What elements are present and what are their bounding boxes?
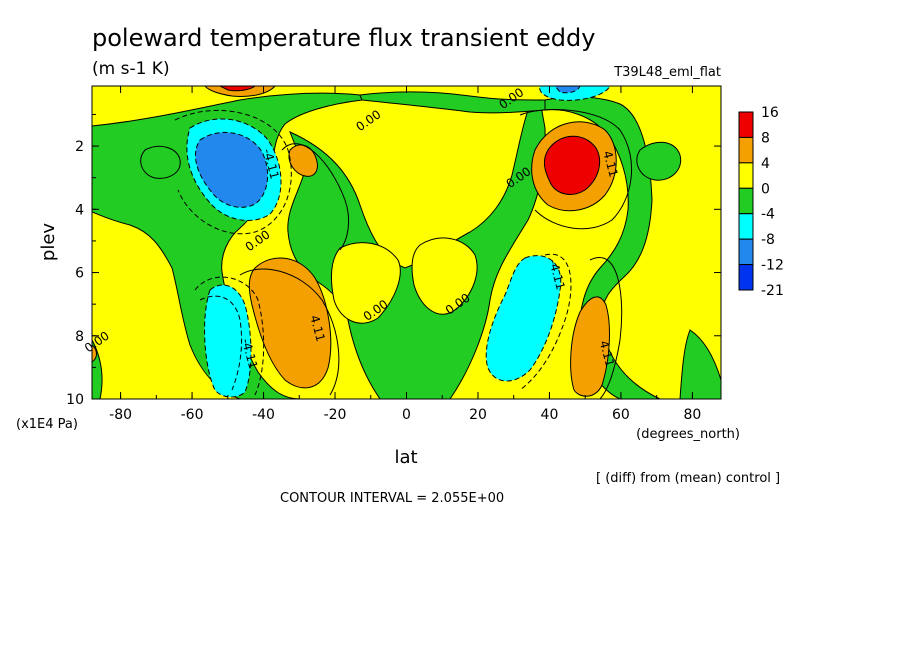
x-tick-label: -20 xyxy=(324,407,347,423)
colorbar-label: -4 xyxy=(761,207,775,223)
region-cyan-nh-lower xyxy=(485,255,562,382)
contour-interval-label: CONTOUR INTERVAL = 2.055E+00 xyxy=(280,491,504,506)
region-blue-sh xyxy=(195,131,269,208)
y-tick-label: 10 xyxy=(66,392,84,408)
contour-line-3 xyxy=(519,109,632,230)
colorbar-label: -12 xyxy=(761,258,784,274)
x-tick-label: 0 xyxy=(402,407,411,423)
region-green-small-1 xyxy=(140,145,181,179)
comparison-note: [ (diff) from (mean) control ] xyxy=(596,471,780,486)
x-tick-label: 40 xyxy=(541,407,559,423)
contour-label: 4.11 xyxy=(597,339,617,368)
colorbar-swatch xyxy=(738,187,754,215)
region-red-nh xyxy=(543,135,600,195)
contour-label: 4.11 xyxy=(600,149,620,178)
x-axis-label: lat xyxy=(394,447,417,468)
y-axis-units: (x1E4 Pa) xyxy=(16,417,78,432)
x-tick-label: 80 xyxy=(683,407,701,423)
colorbar-label: 4 xyxy=(761,156,770,172)
contour-line-1 xyxy=(239,268,340,396)
contour-line-2 xyxy=(281,143,350,251)
x-tick-label: -60 xyxy=(181,407,204,423)
colorbar-label: 8 xyxy=(761,130,770,146)
colorbar-swatch xyxy=(738,162,754,189)
x-tick-label: 20 xyxy=(469,407,487,423)
region-orange-sh-top xyxy=(204,86,276,97)
contour-line-6 xyxy=(194,276,265,396)
chart-units: (m s-1 K) xyxy=(92,59,170,79)
contour-line-4 xyxy=(589,257,623,399)
contour-label: 4.11 xyxy=(307,314,327,343)
colorbar-label: -8 xyxy=(761,232,775,248)
region-cyan-sh-lower xyxy=(204,284,252,398)
y-tick-label: 6 xyxy=(75,266,84,282)
y-tick-label: 2 xyxy=(75,139,84,155)
colorbar-swatch xyxy=(738,136,754,164)
y-axis-label: plev xyxy=(38,223,59,262)
chart-title: poleward temperature flux transient eddy xyxy=(92,24,595,52)
region-orange-nh-lower xyxy=(570,296,610,397)
x-axis: -80 -60 -40 -20 0 20 40 60 80 xyxy=(109,86,701,423)
colorbar-swatch xyxy=(738,264,754,291)
colorbar-label: 16 xyxy=(761,105,779,121)
y-axis: 2 4 6 8 10 xyxy=(66,113,721,408)
y-tick-label: 4 xyxy=(75,202,84,218)
region-green-small-2 xyxy=(636,141,682,181)
contour-field xyxy=(92,86,721,399)
colorbar: 16 8 4 0 -4 -8 -12 -21 xyxy=(738,105,784,299)
contour-line-5 xyxy=(174,109,292,235)
region-orange-sh-lower xyxy=(248,257,332,389)
contour-line-7 xyxy=(519,253,572,391)
region-green-bottom-right xyxy=(679,329,721,399)
experiment-label: T39L48_eml_flat xyxy=(613,65,721,80)
colorbar-swatch xyxy=(738,238,754,266)
colorbar-swatch xyxy=(738,111,754,138)
region-cyan-nh-top xyxy=(539,86,611,101)
x-axis-units: (degrees_north) xyxy=(636,427,740,442)
region-green-island-right xyxy=(411,237,478,315)
colorbar-swatch xyxy=(738,213,754,240)
region-green-island-left xyxy=(331,242,401,324)
colorbar-label: 0 xyxy=(761,181,770,197)
x-tick-label: 60 xyxy=(612,407,630,423)
x-tick-label: -40 xyxy=(252,407,275,423)
x-tick-label: -80 xyxy=(109,407,132,423)
colorbar-label: -21 xyxy=(761,283,784,299)
contour-line-8 xyxy=(199,295,243,391)
y-tick-label: 8 xyxy=(75,329,84,345)
